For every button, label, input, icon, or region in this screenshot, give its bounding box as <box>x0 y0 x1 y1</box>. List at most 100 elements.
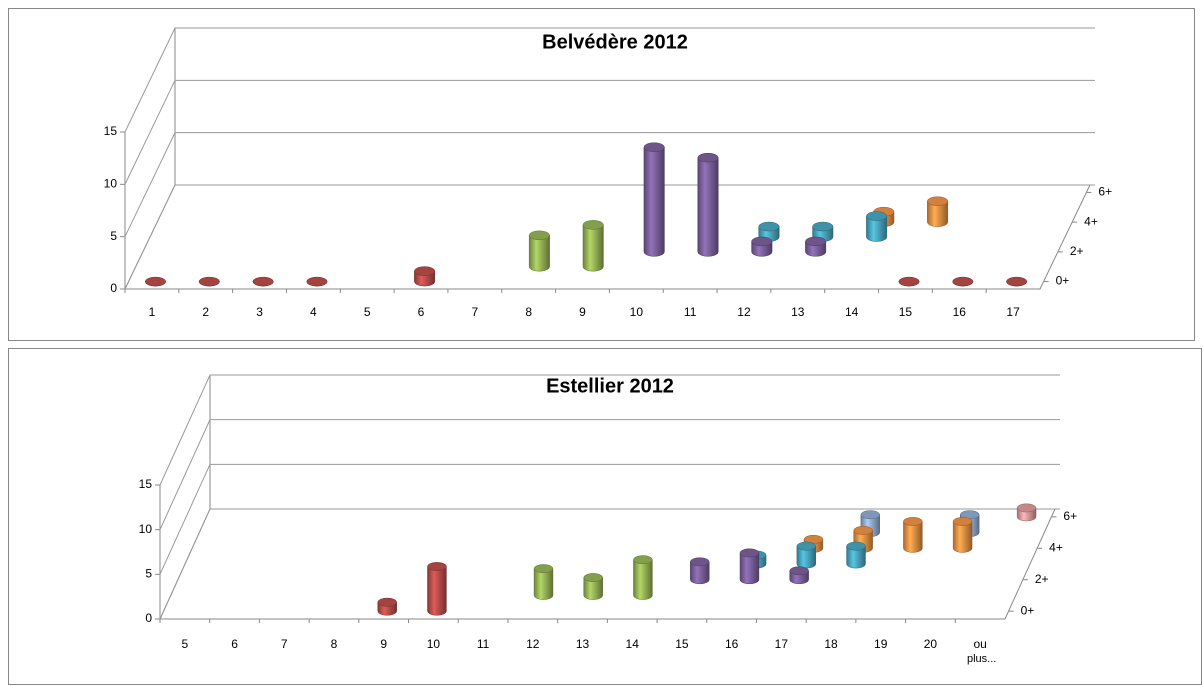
bar-top <box>866 211 888 221</box>
bar-top <box>903 517 923 526</box>
bar-top <box>427 562 447 571</box>
bar-top <box>633 555 653 565</box>
x-tick-label: 10 <box>427 637 441 651</box>
bar-top <box>583 573 603 582</box>
chart-title: Estellier 2012 <box>546 375 674 397</box>
bar-body <box>583 577 603 600</box>
chart-frame <box>8 8 1195 341</box>
x-tick-label: 5 <box>364 305 371 319</box>
bar <box>583 573 603 600</box>
bar <box>789 566 809 585</box>
x-tick-label: 6 <box>418 305 425 319</box>
bar-top <box>789 566 809 576</box>
bar <box>751 236 773 257</box>
bar-body <box>903 521 923 553</box>
x-tick-label: 16 <box>725 637 739 651</box>
bar <box>952 276 974 287</box>
series-label: 4+ <box>1049 540 1063 554</box>
bar <box>582 220 604 272</box>
x-tick-label: 16 <box>953 305 967 319</box>
x-tick-label: 12 <box>526 637 540 651</box>
x-tick-label: 15 <box>675 637 689 651</box>
bar-top <box>414 266 436 276</box>
bar-top <box>952 517 973 526</box>
bar-body <box>643 146 665 257</box>
bar-body <box>690 561 710 585</box>
bar <box>952 517 973 553</box>
bar-top <box>898 276 920 287</box>
y-tick-label: 5 <box>110 229 117 243</box>
x-tick-label: 18 <box>824 637 838 651</box>
y-tick-label: 5 <box>145 567 152 581</box>
grid-line <box>124 184 1095 290</box>
bar-top <box>853 526 873 535</box>
bar <box>377 597 397 616</box>
x-tick-label: 11 <box>477 637 490 651</box>
grid-line <box>124 132 1095 237</box>
x-tick-label: 7 <box>281 637 288 651</box>
y-tick-label: 10 <box>104 177 118 191</box>
chart: 0 5 10 15 5 6 7 8 9 10 11 12 13 14 15 16 17 18 19 20 ou plus… <box>139 374 1077 665</box>
bar <box>739 548 760 585</box>
bar <box>145 276 166 287</box>
bar-body <box>846 545 866 569</box>
bar-top <box>582 220 604 230</box>
x-tick-label: 13 <box>791 305 805 319</box>
bar-top <box>643 142 665 152</box>
series-label: 0+ <box>1056 274 1070 288</box>
bar-body <box>427 566 447 616</box>
bar <box>306 276 328 287</box>
bar-body <box>528 235 550 272</box>
bar-top <box>377 597 397 607</box>
x-tick-label: 5 <box>182 637 189 651</box>
x-tick-label: ou plus... <box>964 637 996 665</box>
bar <box>633 555 653 600</box>
bar-top <box>1016 503 1037 513</box>
y-tick-label: 10 <box>139 522 153 536</box>
bar-top <box>758 221 780 232</box>
y-tick-label: 15 <box>104 124 118 138</box>
x-tick-label: 2 <box>202 305 209 319</box>
grid-line <box>124 79 1095 185</box>
bar-top <box>739 548 760 558</box>
bar-top <box>1006 276 1028 287</box>
y-tick-label: 15 <box>139 477 153 491</box>
series-label: 6+ <box>1063 509 1077 523</box>
y-tick-label: 0 <box>145 611 152 625</box>
x-tick-label: 4 <box>310 305 317 319</box>
bar <box>927 196 949 227</box>
bar-body <box>533 568 554 600</box>
bar <box>1006 276 1028 287</box>
bar <box>866 211 888 242</box>
bar <box>198 276 220 287</box>
bar-top <box>528 230 550 241</box>
x-tick-label: 17 <box>775 637 789 651</box>
y-tick-label: 0 <box>110 281 117 295</box>
x-tick-label: 12 <box>737 305 751 319</box>
x-tick-label: 17 <box>1006 305 1020 319</box>
x-tick-label: 6 <box>231 637 238 651</box>
bar <box>528 230 550 272</box>
series-label: 2+ <box>1035 572 1049 586</box>
x-tick-label: 3 <box>256 305 263 319</box>
bar <box>898 276 920 287</box>
bar-top <box>533 564 554 574</box>
bar <box>1016 503 1037 522</box>
bar-top <box>860 510 881 520</box>
x-tick-label: 1 <box>149 305 156 319</box>
bar-body <box>927 200 949 227</box>
bar-top <box>198 276 220 287</box>
bar-top <box>927 196 949 206</box>
bar-top <box>252 276 274 287</box>
bar-body <box>866 215 888 242</box>
series-label: 0+ <box>1021 603 1035 617</box>
bar <box>427 562 447 616</box>
bar-top <box>805 236 827 247</box>
x-tick-label: 10 <box>630 305 644 319</box>
bar-body <box>697 157 719 257</box>
x-tick-label: 15 <box>899 305 913 319</box>
bar <box>690 557 710 585</box>
x-tick-label: 20 <box>924 637 938 651</box>
grid-line <box>159 508 1060 620</box>
